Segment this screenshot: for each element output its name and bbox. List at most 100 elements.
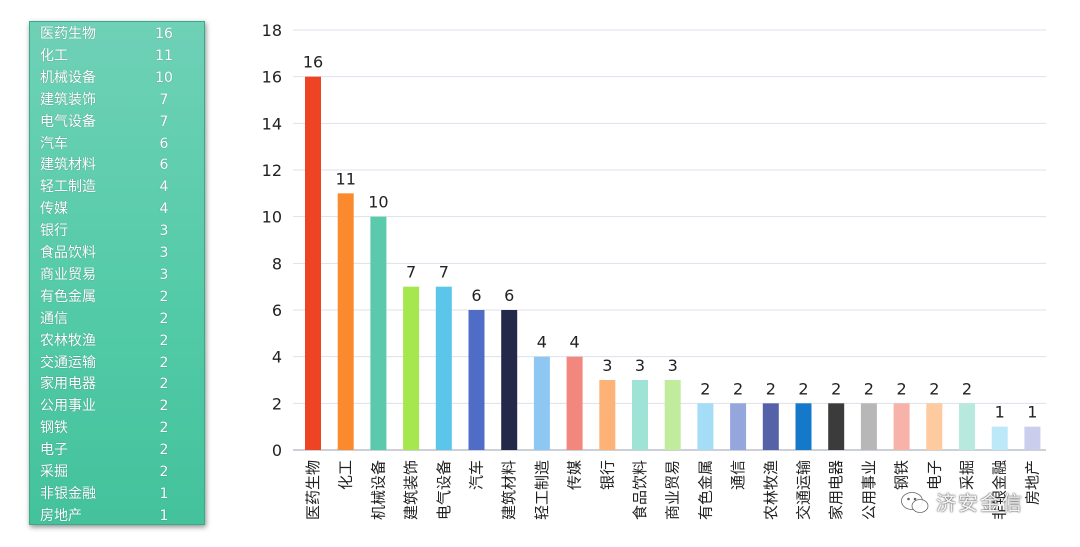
legend-row: 房地产 1: [30, 505, 206, 527]
x-tick-label: 房地产: [1023, 460, 1041, 505]
legend-row: 家用电器 2: [30, 373, 206, 395]
bar-value-label: 2: [831, 379, 841, 398]
legend-row: 公用事业 2: [30, 395, 206, 417]
legend-value: 2: [159, 398, 169, 415]
x-tick-label: 商业贸易: [664, 460, 682, 520]
legend-value: 2: [159, 464, 169, 480]
y-tick-label: 12: [262, 161, 282, 180]
legend-label: 化工: [40, 47, 68, 64]
legend-value: 2: [159, 376, 169, 393]
bar: [991, 426, 1008, 450]
y-tick-label: 14: [262, 114, 282, 133]
legend-label: 公用事业: [40, 398, 96, 415]
bar-value-label: 10: [368, 193, 388, 212]
watermark-text: 济安金信: [936, 490, 1024, 515]
bar: [860, 403, 877, 450]
x-tick-label: 化工: [337, 460, 355, 490]
legend-label: 传媒: [40, 201, 68, 218]
x-tick-label: 通信: [729, 460, 747, 490]
legend-value: 7: [159, 113, 169, 130]
bar: [762, 403, 779, 450]
bar: [926, 403, 943, 450]
x-tick-label: 银行: [598, 460, 616, 490]
x-tick-label: 建筑装饰: [402, 460, 420, 520]
legend-label: 家用电器: [40, 376, 96, 393]
x-tick-label: 农林牧渔: [762, 460, 780, 520]
bar: [1024, 426, 1041, 450]
y-tick-label: 8: [272, 254, 282, 273]
legend-row: 汽车 6: [30, 133, 206, 155]
bar-value-label: 7: [439, 263, 449, 282]
bar-value-label: 7: [406, 263, 416, 282]
legend-value: 16: [155, 26, 173, 42]
bar: [893, 403, 910, 450]
legend-label: 汽车: [40, 135, 68, 152]
bar: [959, 403, 975, 450]
y-tick-label: 18: [262, 21, 282, 40]
legend-row: 钢铁 2: [30, 417, 206, 439]
bar: [305, 76, 321, 451]
bar-value-label: 2: [864, 379, 874, 398]
bar-value-label: 16: [303, 53, 323, 72]
x-tick-label: 非银金融: [991, 460, 1009, 520]
x-tick-label: 交通运输: [795, 460, 813, 520]
legend-row: 建筑装饰 7: [30, 89, 206, 111]
bar: [828, 403, 845, 450]
legend-row: 机械设备 10: [30, 67, 206, 89]
x-tick-label: 采掘: [958, 460, 976, 490]
y-axis-ticks: 0 2 4 6 8 10 12 14 16 18: [262, 21, 282, 460]
legend-label: 交通运输: [40, 354, 96, 371]
legend-value: 1: [159, 507, 169, 524]
y-tick-label: 6: [272, 301, 282, 320]
legend-row: 医药生物 16: [30, 23, 206, 45]
bar-value-label: 2: [766, 379, 776, 398]
legend-row: 通信 2: [30, 308, 206, 330]
legend-label: 采掘: [40, 464, 68, 480]
legend-row: 采掘 2: [30, 461, 206, 483]
legend-value: 1: [159, 485, 169, 502]
bar: [697, 403, 714, 450]
legend-value: 4: [159, 201, 169, 218]
legend-value: 3: [159, 266, 169, 283]
legend-value: 6: [159, 135, 169, 152]
wechat-icon: [900, 490, 929, 513]
bar-value-label: 2: [733, 379, 743, 398]
legend-row: 电气设备 7: [30, 111, 206, 133]
legend-row: 建筑材料 6: [30, 154, 206, 176]
y-tick-label: 10: [262, 208, 282, 227]
legend-row: 化工 11: [30, 45, 206, 67]
x-tick-label: 轻工制造: [533, 460, 551, 520]
bar-value-label: 4: [537, 333, 547, 352]
bar-value-label: 3: [668, 356, 678, 375]
bar: [664, 380, 681, 450]
legend-row: 商业贸易 3: [30, 264, 206, 286]
legend-label: 食品饮料: [40, 245, 96, 261]
x-tick-label: 建筑材料: [500, 460, 518, 520]
y-tick-label: 4: [272, 348, 282, 367]
legend-label: 建筑材料: [40, 157, 96, 174]
legend-label: 商业贸易: [40, 266, 96, 283]
bar: [403, 286, 420, 450]
legend-value: 3: [159, 223, 169, 240]
legend-value: 2: [159, 442, 169, 459]
bar-value-label: 2: [798, 379, 808, 398]
bar: [599, 380, 616, 450]
x-tick-label: 电子: [925, 460, 943, 490]
legend-label: 有色金属: [40, 288, 96, 305]
bar-value-label: 1: [995, 403, 1005, 422]
legend-row: 食品饮料 3: [30, 242, 206, 264]
bar-value-label: 2: [897, 379, 907, 398]
bar: [730, 403, 747, 450]
bars: [305, 76, 1041, 451]
bar: [501, 310, 518, 450]
bar: [337, 193, 354, 451]
x-tick-label: 机械设备: [369, 460, 387, 520]
bar-value-label: 2: [929, 379, 939, 398]
bar-value-label: 1: [1027, 403, 1037, 422]
legend-label: 医药生物: [40, 26, 96, 42]
legend-label: 机械设备: [40, 69, 96, 86]
legend-row: 交通运输 2: [30, 352, 206, 374]
x-tick-label: 医药生物: [304, 460, 322, 520]
y-tick-label: 16: [262, 68, 282, 87]
